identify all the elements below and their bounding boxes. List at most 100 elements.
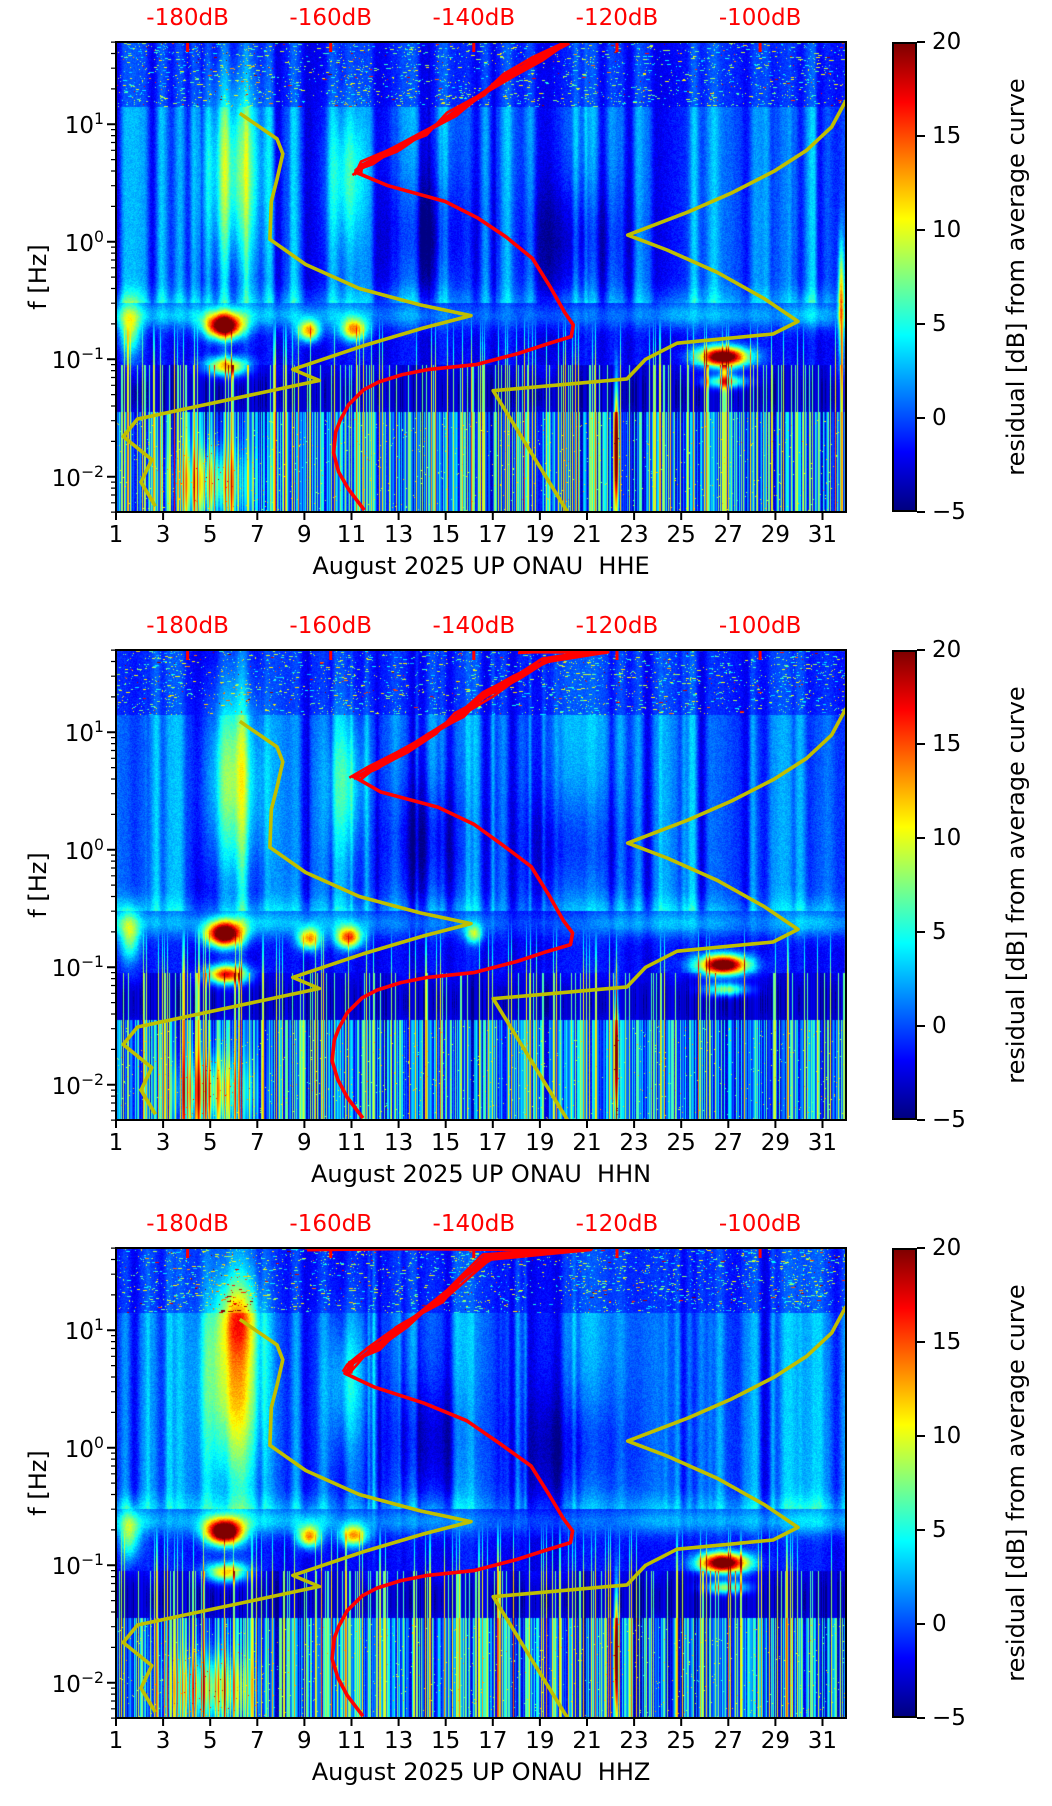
mean-psd-curve-scribble [348, 650, 604, 779]
mean-psd-curve-scribble [360, 42, 570, 173]
x-tick-label: 23 [619, 522, 649, 548]
colorbar-tick-label: 15 [932, 731, 962, 757]
colorbar-tick-mark [917, 649, 925, 651]
x-axis-tick-marks [115, 1120, 824, 1128]
low-noise-reference-curve [121, 111, 473, 508]
colorbar-tick-label: 20 [932, 1235, 962, 1261]
y-tick-label: 10−2 [51, 1069, 104, 1100]
x-tick-label: 3 [155, 1728, 171, 1754]
mean-psd-curve-scribble [351, 650, 607, 779]
y-tick-label: 101 [64, 1315, 104, 1346]
mean-psd-curve [309, 1248, 591, 1718]
x-axis-tick-marks [115, 1718, 824, 1726]
top-power-tick-label: -160dB [289, 1211, 372, 1237]
colorbar-tick-label: 10 [932, 217, 962, 243]
x-tick-label: 21 [572, 1130, 602, 1156]
high-noise-reference-curve [491, 1305, 846, 1718]
low-noise-reference-curve [121, 1317, 473, 1714]
top-power-tick-marks [186, 42, 762, 52]
colorbar-tick-mark [917, 1025, 925, 1027]
x-tick-label: 7 [249, 522, 265, 548]
y-axis-title-hhz: f [Hz] [24, 1450, 52, 1516]
x-tick-label: 15 [431, 1728, 461, 1754]
y-axis-minor-tick-marks [111, 41, 116, 513]
high-noise-reference-curve [491, 99, 846, 512]
mean-psd-curve-scribble [314, 1248, 594, 1373]
mean-psd-curve [330, 650, 605, 1120]
colorbar-tick-mark [917, 1529, 925, 1531]
x-tick-label: 15 [431, 522, 461, 548]
colorbar-tick-label: 0 [932, 405, 947, 431]
colorbar-tick-label: 10 [932, 1423, 962, 1449]
colorbar-tick-mark [917, 1717, 925, 1719]
top-power-tick-label: -100dB [718, 613, 802, 639]
x-axis-title-hhz: August 2025 UP ONAU HHZ [311, 1758, 651, 1786]
mean-psd-curve-scribble [360, 650, 610, 781]
spectrogram-image-hhz [116, 1248, 846, 1718]
x-tick-label: 9 [297, 1728, 312, 1754]
x-tick-label: 15 [431, 1130, 461, 1156]
x-tick-label: 19 [525, 1728, 555, 1754]
y-tick-label: 100 [64, 834, 104, 865]
x-tick-label: 23 [619, 1728, 649, 1754]
y-tick-label: 101 [64, 109, 104, 140]
y-tick-label: 10−1 [51, 1550, 104, 1581]
colorbar-hhz [892, 1248, 917, 1718]
x-tick-label: 21 [572, 1728, 602, 1754]
colorbar-tick-label: 15 [932, 1329, 962, 1355]
colorbar-title-hhz: residual [dB] from average curve [1002, 1284, 1030, 1682]
mean-psd-curve-scribble [359, 650, 607, 777]
y-axis-minor-tick-marks [111, 649, 116, 1121]
x-tick-label: 17 [478, 1130, 508, 1156]
x-tick-label: 21 [572, 522, 602, 548]
colorbar-tick-mark [917, 1623, 925, 1625]
colorbar-tick-mark [917, 417, 925, 419]
top-power-tick-label: -100dB [718, 5, 802, 31]
x-tick-label: 9 [297, 1130, 312, 1156]
x-tick-label: 19 [525, 1130, 555, 1156]
y-tick-label: 10−1 [51, 344, 104, 375]
colorbar-tick-mark [917, 1341, 925, 1343]
y-tick-label: 100 [64, 226, 104, 257]
colorbar-tick-label: 0 [932, 1611, 947, 1637]
spectrogram-image-hhe [116, 42, 846, 512]
colorbar-tick-label: −5 [932, 1705, 966, 1731]
top-power-tick-label: -140dB [432, 1211, 516, 1237]
x-tick-label: 27 [713, 522, 743, 548]
y-tick-label: 101 [64, 717, 104, 748]
top-power-tick-marks [186, 650, 762, 660]
colorbar-tick-label: 5 [932, 919, 947, 945]
x-tick-label: 7 [249, 1728, 265, 1754]
x-tick-label: 27 [713, 1728, 743, 1754]
top-power-tick-label: -180dB [146, 5, 229, 31]
x-tick-label: 17 [478, 522, 508, 548]
top-power-tick-label: -180dB [146, 613, 229, 639]
x-axis-title-hhe: August 2025 UP ONAU HHE [312, 552, 650, 580]
curves-overlay [107, 1247, 847, 1726]
x-tick-label: 13 [383, 1728, 414, 1754]
y-axis-title-hhe: f [Hz] [24, 244, 52, 310]
low-noise-reference-curve [121, 719, 473, 1116]
colorbar-title-hhn: residual [dB] from average curve [1002, 686, 1030, 1084]
x-tick-label: 5 [202, 1130, 218, 1156]
x-tick-label: 7 [249, 1130, 265, 1156]
y-axis-tick-marks [107, 123, 116, 478]
x-tick-label: 3 [155, 1130, 171, 1156]
colorbar-tick-label: 20 [932, 29, 962, 55]
x-axis-title-hhn: August 2025 UP ONAU HHN [310, 1160, 652, 1188]
colorbar-tick-mark [917, 323, 925, 325]
colorbar-tick-mark [917, 41, 925, 43]
top-power-tick-marks [186, 1248, 762, 1258]
y-axis-minor-tick-marks [111, 1247, 116, 1719]
x-tick-label: 1 [108, 522, 124, 548]
x-tick-label: 11 [336, 1130, 367, 1156]
x-axis-tick-marks [115, 512, 824, 520]
mean-psd-curve-scribble [307, 1248, 590, 1376]
mean-psd-curve-scribble [353, 42, 563, 173]
y-axis-title-hhn: f [Hz] [24, 852, 52, 918]
top-power-tick-label: -120dB [575, 613, 659, 639]
x-tick-label: 25 [666, 522, 696, 548]
top-power-tick-label: -120dB [575, 5, 659, 31]
